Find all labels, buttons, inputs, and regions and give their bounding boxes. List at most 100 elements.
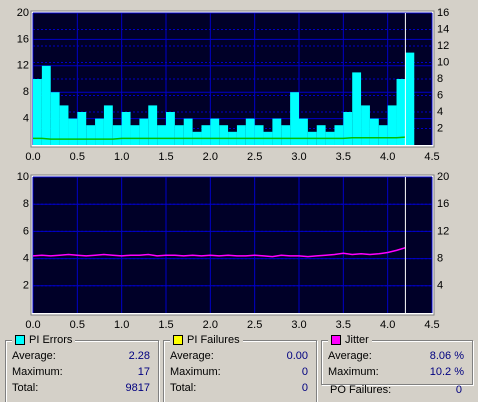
stats-panel: PI Errors Average: 2.28 Maximum: 17 Total: 981… bbox=[5, 334, 159, 402]
x-tick-label: 2.0 bbox=[203, 151, 218, 163]
bar bbox=[299, 118, 308, 145]
bar bbox=[174, 125, 184, 145]
y2-tick-label: 10 bbox=[437, 56, 449, 68]
panel-title: Jitter bbox=[328, 334, 372, 346]
x-tick-label: 0.5 bbox=[70, 151, 85, 163]
stat-value: 10.2 % bbox=[429, 366, 464, 378]
bar bbox=[387, 105, 397, 145]
stat-row: Maximum: 0 bbox=[170, 366, 308, 378]
x-tick-label: 4.0 bbox=[380, 319, 395, 331]
x-tick-label: 2.0 bbox=[203, 319, 218, 331]
legend-swatch bbox=[331, 335, 341, 345]
series-line bbox=[33, 136, 406, 140]
bar bbox=[396, 79, 406, 145]
y-tick-label: 10 bbox=[17, 171, 29, 183]
legend-swatch bbox=[15, 335, 25, 345]
y2-tick-label: 16 bbox=[437, 198, 449, 210]
stat-row: Total: 9817 bbox=[12, 382, 150, 394]
bar bbox=[33, 79, 42, 145]
bar bbox=[254, 125, 264, 145]
x-tick-label: 4.5 bbox=[424, 319, 439, 331]
bar bbox=[183, 118, 193, 145]
y2-tick-label: 4 bbox=[437, 280, 443, 292]
bar bbox=[352, 72, 362, 145]
y-tick-label: 8 bbox=[23, 198, 29, 210]
bar bbox=[378, 125, 388, 145]
bar bbox=[316, 125, 326, 145]
stat-row: Maximum: 17 bbox=[12, 366, 150, 378]
stat-row: Average: 2.28 bbox=[12, 350, 150, 362]
bar bbox=[121, 112, 131, 145]
bar bbox=[130, 125, 140, 145]
bar bbox=[290, 92, 299, 145]
bar bbox=[272, 118, 282, 145]
bar bbox=[281, 125, 291, 145]
po-label: PO Failures: bbox=[330, 384, 392, 396]
y2-tick-label: 20 bbox=[437, 171, 449, 183]
x-tick-label: 1.5 bbox=[158, 319, 173, 331]
stat-value: 9817 bbox=[125, 382, 150, 394]
bar bbox=[112, 125, 122, 145]
bar bbox=[236, 125, 246, 145]
stat-value: 0 bbox=[301, 366, 308, 378]
y2-tick-label: 4 bbox=[437, 106, 443, 118]
x-tick-label: 2.5 bbox=[247, 151, 262, 163]
y-tick-label: 4 bbox=[23, 253, 29, 265]
bar bbox=[219, 125, 229, 145]
panel-title-text: PI Errors bbox=[29, 334, 73, 346]
series-line bbox=[32, 246, 406, 258]
y-tick-label: 2 bbox=[23, 280, 29, 292]
stat-value: 0 bbox=[301, 382, 308, 394]
bar bbox=[86, 125, 96, 145]
panel-title-text: Jitter bbox=[345, 334, 369, 346]
bar bbox=[245, 118, 255, 145]
bar bbox=[68, 118, 78, 145]
bar bbox=[50, 92, 60, 145]
y-tick-label: 16 bbox=[17, 33, 29, 45]
stat-label: Average: bbox=[170, 350, 214, 362]
y2-tick-label: 8 bbox=[437, 73, 443, 85]
y-tick-label: 20 bbox=[17, 7, 29, 19]
x-tick-label: 2.5 bbox=[247, 319, 262, 331]
x-tick-label: 1.5 bbox=[158, 151, 173, 163]
stat-label: Total: bbox=[170, 382, 197, 394]
charts: 0.0 0.5 1.0 1.5 2.0 2.5 3.0 3.5 4.0 4.54812162024… bbox=[17, 7, 450, 331]
y2-tick-label: 6 bbox=[437, 89, 443, 101]
legend-swatch bbox=[173, 335, 183, 345]
y-tick-label: 8 bbox=[23, 86, 29, 98]
po-value: 0 bbox=[455, 384, 462, 396]
bar bbox=[334, 125, 344, 145]
stat-row: Average: 0.00 bbox=[170, 350, 308, 362]
bar bbox=[59, 105, 69, 145]
stat-value: 17 bbox=[137, 366, 150, 378]
panel-title: PI Errors bbox=[12, 334, 76, 346]
stat-row: Maximum: 10.2 % bbox=[328, 366, 464, 378]
stat-value: 2.28 bbox=[128, 350, 150, 362]
y-tick-label: 6 bbox=[23, 225, 29, 237]
stat-value: 0.00 bbox=[286, 350, 308, 362]
x-tick-label: 1.0 bbox=[114, 319, 129, 331]
stat-row: Total: 0 bbox=[170, 382, 308, 394]
x-tick-label: 3.5 bbox=[336, 319, 351, 331]
y2-tick-label: 12 bbox=[437, 40, 449, 52]
y-tick-label: 4 bbox=[23, 113, 29, 125]
x-tick-label: 3.0 bbox=[291, 151, 306, 163]
bar bbox=[103, 105, 113, 145]
stat-label: Average: bbox=[328, 350, 372, 362]
panel-title-text: PI Failures bbox=[187, 334, 240, 346]
bar bbox=[166, 112, 175, 145]
y2-tick-label: 2 bbox=[437, 122, 443, 134]
stats-panel: PI Failures Average: 0.00 Maximum: 0 Total: 0 bbox=[163, 334, 317, 402]
panel-title: PI Failures bbox=[170, 334, 243, 346]
bar bbox=[405, 52, 415, 145]
bar bbox=[77, 112, 87, 145]
x-tick-label: 4.0 bbox=[380, 151, 395, 163]
stat-value: 8.06 % bbox=[429, 350, 464, 362]
x-tick-label: 0.0 bbox=[25, 319, 40, 331]
bar bbox=[210, 118, 220, 145]
stat-label: Average: bbox=[12, 350, 56, 362]
x-tick-label: 0.0 bbox=[25, 151, 40, 163]
bar bbox=[139, 118, 149, 145]
stat-row: Average: 8.06 % bbox=[328, 350, 464, 362]
